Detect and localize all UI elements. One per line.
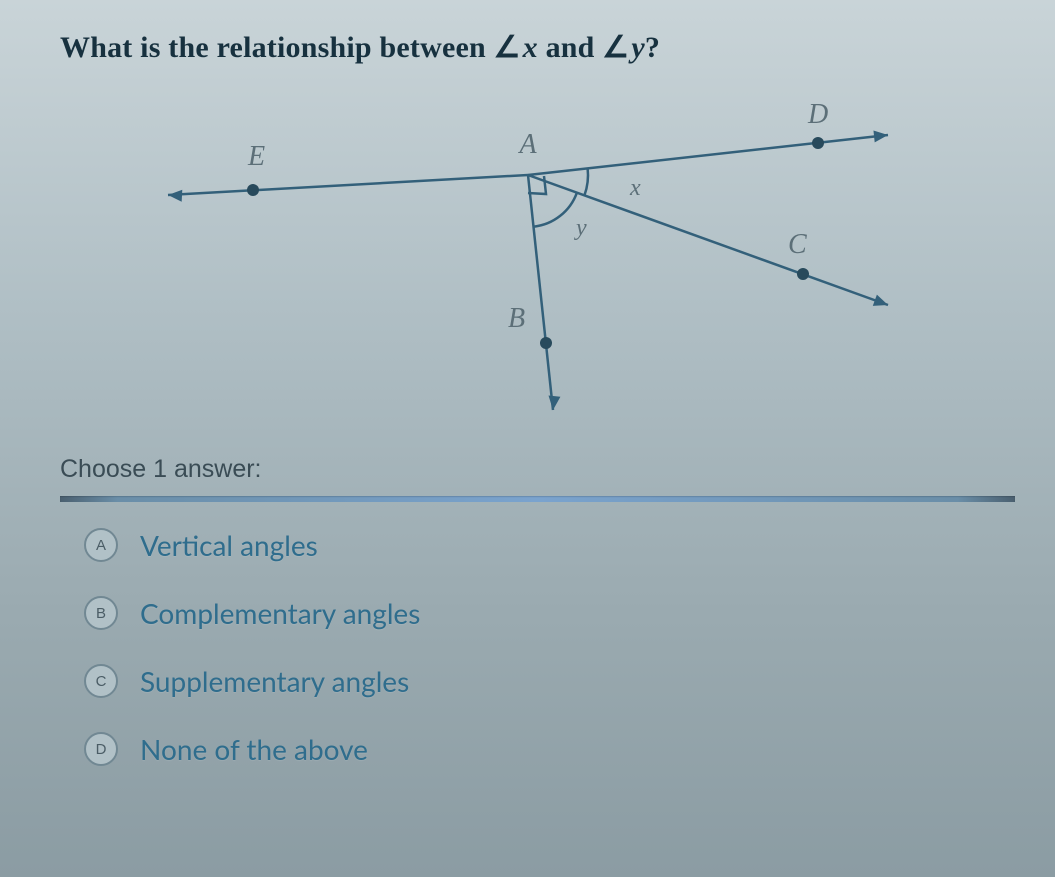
answer-option-d[interactable]: D None of the above: [84, 732, 1015, 766]
choose-label: Choose 1 answer:: [60, 455, 1015, 484]
question-suffix: ?: [645, 31, 660, 64]
answer-badge: C: [84, 664, 118, 698]
answer-option-a[interactable]: A Vertical angles: [84, 528, 1015, 562]
svg-text:E: E: [247, 141, 265, 172]
question-prefix: What is the relationship between: [60, 31, 494, 64]
answer-list: A Vertical angles B Complementary angles…: [60, 528, 1015, 766]
answer-badge: D: [84, 732, 118, 766]
svg-text:B: B: [508, 303, 525, 334]
answer-text: Vertical angles: [140, 528, 318, 562]
divider: [60, 496, 1015, 502]
svg-text:x: x: [629, 175, 641, 201]
angle-x-symbol: ∠x: [494, 31, 538, 64]
svg-text:y: y: [574, 215, 587, 241]
question-text: What is the relationship between ∠x and …: [60, 30, 1015, 65]
svg-text:C: C: [788, 229, 807, 260]
angle-y-symbol: ∠y: [602, 31, 645, 64]
answer-badge: B: [84, 596, 118, 630]
answer-text: Complementary angles: [140, 596, 420, 630]
angle-y-var: y: [629, 31, 645, 64]
answer-badge: A: [84, 528, 118, 562]
question-page: What is the relationship between ∠x and …: [0, 0, 1055, 877]
question-mid: and: [538, 31, 602, 64]
answer-text: Supplementary angles: [140, 664, 409, 698]
answer-option-b[interactable]: B Complementary angles: [84, 596, 1015, 630]
answer-text: None of the above: [140, 732, 368, 766]
geometry-diagram: E D C B Ax y: [60, 85, 1015, 445]
svg-text:A: A: [517, 129, 537, 160]
diagram-svg: E D C B Ax y: [88, 85, 988, 445]
angle-x-var: x: [521, 31, 538, 64]
answer-option-c[interactable]: C Supplementary angles: [84, 664, 1015, 698]
svg-text:D: D: [807, 99, 828, 130]
